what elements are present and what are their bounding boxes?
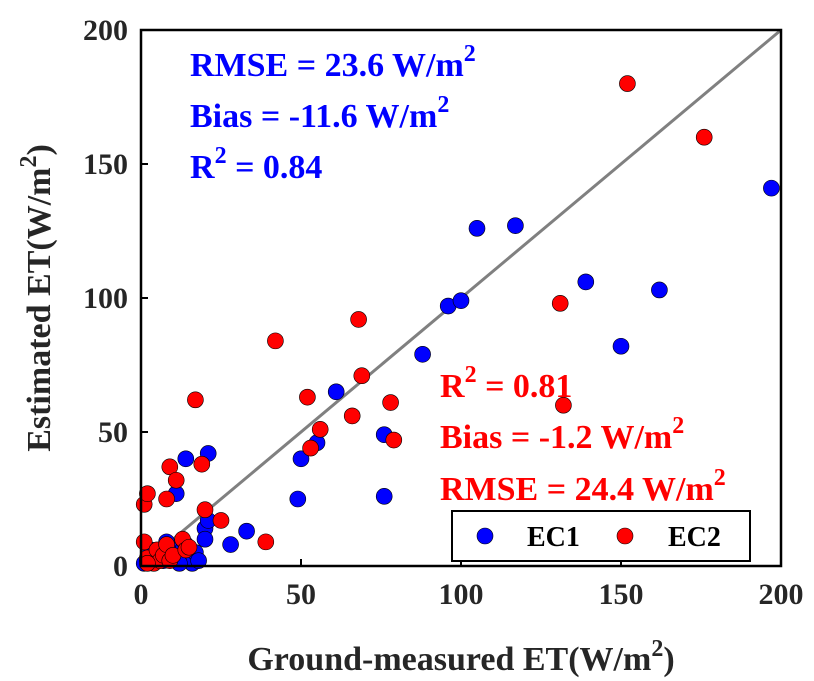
ec2-point [193,455,211,473]
ec2-point [311,421,329,438]
ec1-point [375,488,393,505]
x-tick-label: 100 [439,578,484,611]
ec1-r2: R2 = 0.84 [190,143,322,186]
ec2-point [212,512,230,529]
ec2-point [619,75,636,92]
x-axis-label: Ground-measured ET(W/m2) [247,636,674,678]
ec1-point [577,273,595,291]
ec1-point [651,281,668,299]
legend-marker-ec2 [616,527,634,545]
y-tick-label: 50 [98,416,128,449]
ec2-point [551,295,569,312]
ec2-point [196,501,214,519]
ec2-point [299,388,316,406]
ec2-point [555,396,572,414]
ec1-bias: Bias = -11.6 W/m2 [190,92,449,135]
y-tick-label: 150 [83,148,128,181]
ec1-point [414,345,431,363]
ec1-point [468,220,486,237]
ec2-point [161,458,179,476]
ec1-point [196,530,214,548]
ec2-point [385,431,403,449]
ec2-point [343,407,361,425]
ec2-point [158,490,175,508]
ec1-point [292,450,310,468]
ec2-rmse: RMSE = 24.4 W/m2 [440,465,726,508]
ec1-point [452,292,470,309]
ec1-rmse: RMSE = 23.6 W/m2 [190,41,476,84]
ec2-point [187,391,204,409]
ec2-point [257,533,275,551]
ec1-point [190,552,207,569]
y-tick-label: 0 [113,550,128,583]
legend-label-ec2: EC2 [668,522,721,553]
ec2-point [350,311,367,328]
axis-ticks: 0 50 100 150 200 0 50 100 150 200 [83,14,804,611]
legend-label-ec1: EC1 [527,522,580,553]
y-tick-label: 200 [83,14,128,47]
ec2-point [267,332,284,350]
ec2-point [180,538,198,556]
ec2-point [139,485,156,502]
x-tick-label: 0 [134,578,149,611]
ec2-point [302,439,319,457]
legend-marker-ec1 [476,527,494,545]
data-points [135,75,780,572]
ec1-point [238,522,255,540]
x-tick-label: 50 [286,578,316,611]
plot-frame [139,28,783,568]
ec1-point [289,490,307,508]
x-tick-label: 150 [599,578,644,611]
x-tick-label: 200 [759,578,804,611]
ec1-point [763,179,780,197]
y-tick-label: 100 [83,282,128,315]
ec1-point [327,383,345,401]
ec2-point [382,394,399,411]
ec2-r2: R2 = 0.81 [440,362,572,405]
ec2-point [353,367,371,385]
ec1-point [222,536,239,553]
legend-box [451,510,751,562]
ec2-bias: Bias = -1.2 W/m2 [440,413,684,456]
ec2-point [167,471,185,489]
ec1-point [507,217,524,234]
ec1-point [177,450,195,468]
y-axis-label: Estimated ET(W/m2) [16,144,58,452]
ec2-point [695,128,713,146]
ec2-point [139,555,156,572]
legend: EC1 EC2 [451,510,751,562]
ec1-point [612,337,630,355]
